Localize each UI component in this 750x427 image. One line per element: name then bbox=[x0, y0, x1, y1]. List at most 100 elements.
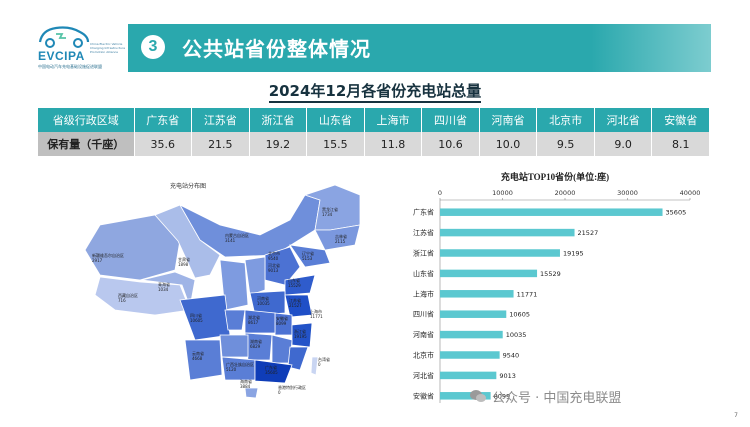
map-label: 北京市 bbox=[268, 250, 280, 256]
bar bbox=[440, 371, 497, 380]
bar-value-label: 15529 bbox=[540, 270, 561, 278]
map-label: 2917 bbox=[92, 258, 103, 263]
chart-bars: 广东省 35605 江苏省 21527 浙江省 19195 山东省 15529 上海市 11771… bbox=[413, 208, 686, 401]
map-label: 9540 bbox=[268, 256, 279, 261]
bar bbox=[440, 392, 491, 400]
category-label: 四川省 bbox=[413, 310, 434, 319]
category-label: 河北省 bbox=[413, 371, 434, 380]
map-region-guizhou bbox=[219, 334, 249, 358]
logo-text: EVCIPA bbox=[38, 49, 85, 63]
map-label: 江苏省 bbox=[289, 297, 301, 303]
bar bbox=[440, 351, 500, 359]
section-number-badge: 3 bbox=[141, 35, 165, 59]
map-label: 广西壮族自治区 bbox=[226, 361, 254, 367]
map-region-fujian bbox=[287, 346, 309, 371]
map-label: 21527 bbox=[289, 303, 302, 308]
map-title: 充电站分布图 bbox=[170, 183, 207, 190]
table-header-label: 省级行政区域 bbox=[38, 108, 135, 132]
x-tick-label: 20000 bbox=[555, 189, 576, 197]
map-label: 8099 bbox=[276, 321, 287, 326]
logo-tagline: 中国电动汽车充电基础设施促进联盟 bbox=[38, 64, 102, 69]
map-label: 10035 bbox=[257, 301, 270, 306]
table-header-cell: 河南省 bbox=[479, 108, 538, 132]
map-label: 上海市 bbox=[310, 308, 322, 314]
map-label: 10605 bbox=[190, 318, 203, 323]
map-region-sichuan bbox=[179, 294, 231, 341]
page-title: 2024年12月各省份充电站总量 bbox=[0, 80, 750, 103]
table-value-row: 保有量（千座） 35.6 21.5 19.2 15.5 11.8 10.6 10… bbox=[38, 132, 710, 156]
chart-title: 充电站TOP10省份(单位:座) bbox=[501, 171, 609, 182]
table-header-row: 省级行政区域 广东省 江苏省 浙江省 山东省 上海市 四川省 河南省 北京市 河… bbox=[38, 108, 710, 132]
map-label: 9013 bbox=[268, 268, 279, 273]
map-region-taiwan bbox=[310, 356, 319, 376]
section-title-band bbox=[128, 24, 711, 72]
china-choropleth-map: 黑龙江省 1734 吉林省 2115 辽宁省 5153 内蒙古自治区 3141 … bbox=[84, 185, 361, 399]
map-region-shaanxi bbox=[219, 259, 249, 311]
map-label: 云南省 bbox=[192, 350, 204, 356]
map-label: 3141 bbox=[225, 238, 236, 243]
bar bbox=[440, 249, 560, 257]
map-label: 2115 bbox=[335, 239, 346, 244]
x-tick-label: 0 bbox=[438, 189, 442, 197]
car-plug-icon bbox=[38, 26, 90, 48]
map-region-jilin bbox=[314, 224, 361, 251]
map-label: 黑龙江省 bbox=[322, 206, 338, 212]
watermark-text: 公众号 · 中国充电联盟 bbox=[492, 391, 622, 406]
map-region-henan bbox=[249, 290, 286, 316]
map-label: 河南省 bbox=[257, 295, 269, 301]
province-table: 省级行政区域 广东省 江苏省 浙江省 山东省 上海市 四川省 河南省 北京市 河… bbox=[38, 108, 710, 156]
map-label: 1034 bbox=[158, 287, 169, 292]
map-label: 新疆维吾尔自治区 bbox=[92, 252, 124, 258]
map-label: 35605 bbox=[265, 370, 278, 375]
map-label: 西藏自治区 bbox=[118, 292, 138, 298]
bar-value-label: 8099 bbox=[494, 392, 511, 400]
section-title: 公共站省份整体情况 bbox=[182, 37, 371, 61]
category-label: 安徽省 bbox=[413, 391, 434, 400]
map-label: 3884 bbox=[240, 384, 251, 389]
bar bbox=[440, 228, 575, 237]
bar-value-label: 9013 bbox=[499, 372, 516, 380]
map-label: 5120 bbox=[226, 367, 237, 372]
bar bbox=[440, 208, 663, 216]
page-number: 7 bbox=[734, 412, 738, 419]
table-header-cell: 江苏省 bbox=[191, 108, 250, 132]
bar bbox=[440, 269, 538, 278]
category-label: 山东省 bbox=[413, 269, 434, 278]
table-value-cell: 19.2 bbox=[249, 132, 308, 156]
bar-value-label: 19195 bbox=[563, 250, 584, 258]
map-region-yunnan bbox=[184, 339, 223, 381]
map-label: 甘肃省 bbox=[178, 256, 190, 262]
map-label: 19195 bbox=[294, 334, 307, 339]
category-label: 江苏省 bbox=[413, 228, 434, 237]
map-label: 湖南省 bbox=[250, 338, 262, 344]
map-label: 0 bbox=[278, 390, 281, 395]
table-value-cell: 10.0 bbox=[479, 132, 538, 156]
map-label: 0 bbox=[318, 362, 321, 367]
table-header-cell: 河北省 bbox=[594, 108, 653, 132]
bar bbox=[440, 330, 503, 339]
top10-bar-chart: 充电站TOP10省份(单位:座) 0 10000 20000 30000 40000 广… bbox=[413, 171, 700, 403]
bar-value-label: 10605 bbox=[509, 311, 530, 319]
map-label: 内蒙古自治区 bbox=[225, 232, 249, 238]
bar-value-label: 9540 bbox=[503, 352, 520, 360]
map-region-shanxi bbox=[244, 256, 266, 296]
table-value-cell: 10.6 bbox=[421, 132, 480, 156]
map-label: 吉林省 bbox=[335, 233, 347, 239]
map-region-xizang bbox=[94, 276, 191, 316]
map-region-shandong bbox=[284, 274, 316, 296]
table-value-cell: 15.5 bbox=[306, 132, 365, 156]
table-header-cell: 上海市 bbox=[364, 108, 423, 132]
map-region-hainan bbox=[244, 387, 259, 399]
category-label: 广东省 bbox=[413, 208, 434, 217]
table-value-cell: 9.5 bbox=[536, 132, 595, 156]
bar-value-label: 35605 bbox=[666, 209, 687, 217]
map-label: 四川省 bbox=[190, 312, 202, 318]
x-tick-label: 30000 bbox=[617, 189, 638, 197]
wechat-icon bbox=[470, 390, 486, 402]
map-label: 河北省 bbox=[268, 262, 280, 268]
map-region-zhejiang bbox=[291, 322, 313, 348]
bar-value-label: 21527 bbox=[578, 229, 599, 237]
map-label: 15529 bbox=[288, 283, 301, 288]
table-header-cell: 浙江省 bbox=[249, 108, 308, 132]
table-value-cell: 11.8 bbox=[364, 132, 423, 156]
